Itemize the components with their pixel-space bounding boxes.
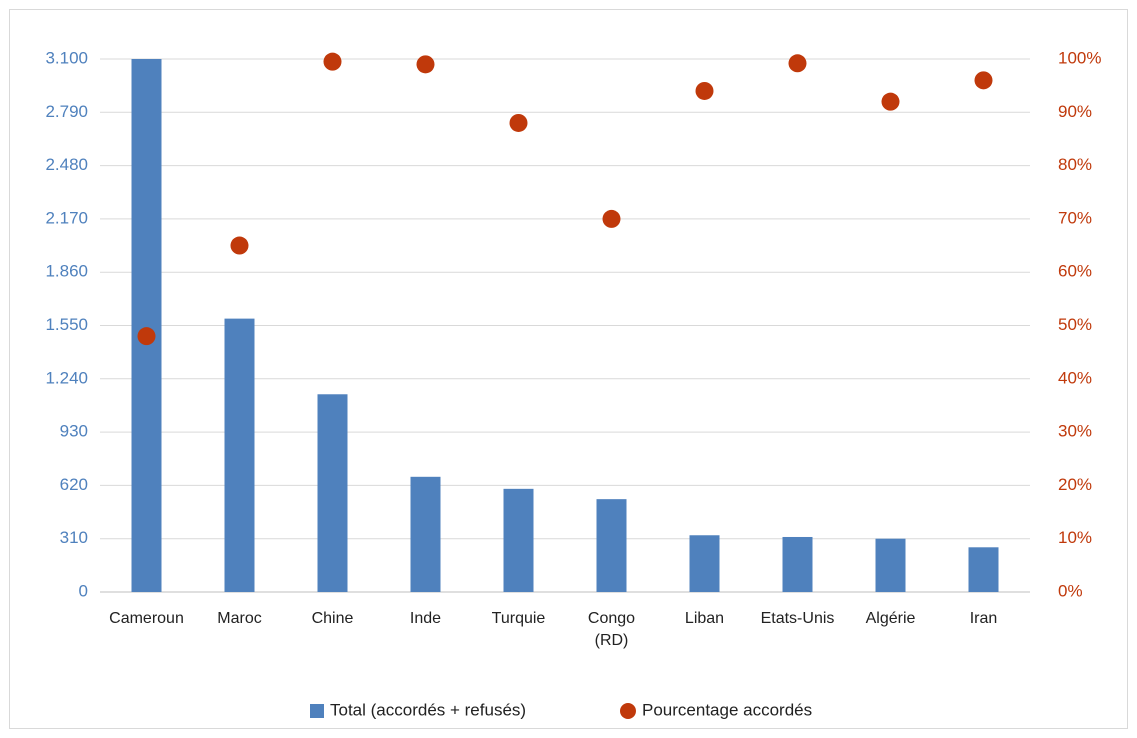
legend-swatch-dots: [620, 703, 636, 719]
legend-swatch-bars: [310, 704, 324, 718]
left-axis-tick-label: 1.550: [45, 315, 88, 334]
left-axis-tick-label: 1.240: [45, 368, 88, 387]
bar-chine: [317, 394, 348, 592]
left-axis-tick-label: 310: [60, 528, 88, 547]
point-iran: [974, 71, 993, 90]
category-label: Iran: [970, 610, 998, 627]
bar-cameroun: [131, 59, 162, 592]
chart-frame: [9, 9, 1128, 729]
bar-maroc: [224, 318, 255, 592]
bar-etats-unis: [782, 536, 813, 592]
right-axis-tick-label: 40%: [1058, 368, 1092, 387]
point-inde: [416, 55, 435, 74]
category-label: Algérie: [866, 610, 916, 627]
left-axis-tick-label: 1.860: [45, 262, 88, 281]
right-axis-tick-label: 100%: [1058, 48, 1101, 67]
right-axis-tick-label: 60%: [1058, 262, 1092, 281]
point-alg-rie: [881, 92, 900, 111]
right-axis-tick-label: 80%: [1058, 155, 1092, 174]
legend-label-bars: Total (accordés + refusés): [330, 700, 526, 719]
category-label: Turquie: [492, 610, 546, 627]
gridlines: [100, 58, 1030, 593]
category-axis-labels: Cameroun Maroc Chine Inde Turquie Congo (RD) Li…: [109, 610, 997, 649]
category-label: Maroc: [217, 610, 261, 627]
right-axis-tick-label: 10%: [1058, 528, 1092, 547]
left-axis-ticks: 0 310 620 930 1.240 1.550 1.860 2.170 2.480 2.790…: [45, 48, 88, 600]
left-axis-tick-label: 2.170: [45, 208, 88, 227]
left-axis-tick-label: 0: [79, 581, 88, 600]
left-axis-tick-label: 620: [60, 475, 88, 494]
category-label: Etats-Unis: [761, 610, 835, 627]
bar-iran: [968, 547, 999, 592]
point-chine: [323, 52, 342, 71]
point-cameroun: [137, 327, 156, 346]
point-congo-rd-: [602, 209, 621, 228]
bar-liban: [689, 535, 720, 592]
category-label: Cameroun: [109, 610, 184, 627]
legend: Total (accordés + refusés) Pourcentage a…: [310, 700, 812, 719]
bar-series: [131, 59, 999, 592]
category-label: Chine: [312, 610, 354, 627]
left-axis-tick-label: 2.480: [45, 155, 88, 174]
right-axis-tick-label: 50%: [1058, 315, 1092, 334]
right-axis-tick-label: 0%: [1058, 581, 1083, 600]
right-axis-ticks: 0% 10% 20% 30% 40% 50% 60% 70% 80% 90% 100%: [1058, 48, 1101, 600]
point-liban: [695, 81, 714, 100]
legend-label-dots: Pourcentage accordés: [642, 700, 812, 719]
point-maroc: [230, 236, 249, 255]
right-axis-tick-label: 20%: [1058, 475, 1092, 494]
scatter-series: [137, 52, 993, 346]
left-axis-tick-label: 2.790: [45, 102, 88, 121]
bar-turquie: [503, 488, 534, 592]
left-axis-tick-label: 930: [60, 422, 88, 441]
bar-congo-rd-: [596, 499, 627, 592]
right-axis-tick-label: 70%: [1058, 208, 1092, 227]
category-label: Liban: [685, 610, 724, 627]
right-axis-tick-label: 90%: [1058, 102, 1092, 121]
right-axis-tick-label: 30%: [1058, 422, 1092, 441]
left-axis-tick-label: 3.100: [45, 48, 88, 67]
category-label: Congo (RD): [588, 610, 635, 649]
bar-inde: [410, 476, 441, 592]
bar-alg-rie: [875, 538, 906, 592]
category-label: Inde: [410, 610, 441, 627]
point-etats-unis: [788, 54, 807, 73]
point-turquie: [509, 113, 528, 132]
